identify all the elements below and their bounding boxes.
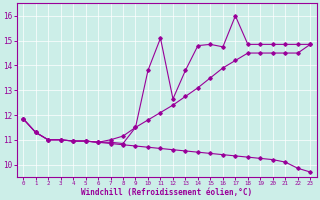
X-axis label: Windchill (Refroidissement éolien,°C): Windchill (Refroidissement éolien,°C) (81, 188, 252, 197)
